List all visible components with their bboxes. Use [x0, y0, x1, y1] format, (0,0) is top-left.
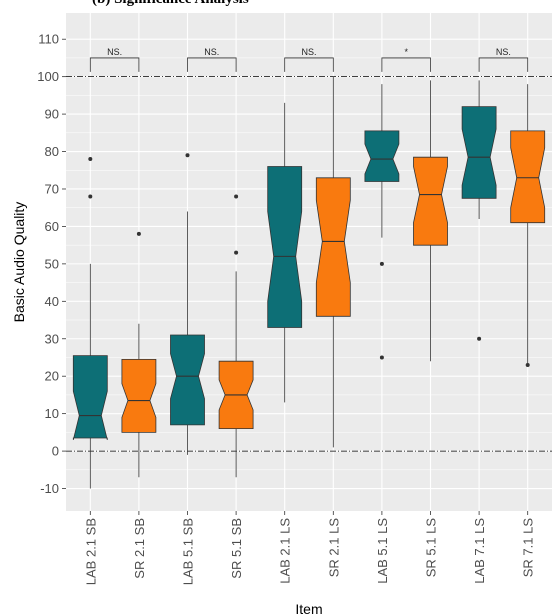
- y-tick-label: 0: [52, 444, 59, 459]
- figure-caption: (b) Significance Analysis: [92, 0, 249, 8]
- x-tick-label: LAB 2.1 LS: [278, 518, 293, 584]
- box-sr-2-1-ls: [315, 76, 351, 448]
- box-sr-5-1-sb: [218, 194, 254, 478]
- x-tick-label: LAB 2.1 SB: [83, 518, 98, 585]
- x-tick-label: SR 2.1 SB: [132, 518, 147, 579]
- box-body: [267, 166, 303, 328]
- y-tick-label: 10: [45, 406, 59, 421]
- y-tick-label: 90: [45, 107, 59, 122]
- box-sr-5-1-ls: [413, 80, 448, 362]
- box-lab-7-1-ls: [461, 80, 497, 341]
- outlier-point: [379, 355, 384, 360]
- significance-bracket: [284, 57, 334, 72]
- y-tick-label: 20: [45, 369, 59, 384]
- box-body: [413, 156, 448, 246]
- outlier-point: [136, 231, 141, 236]
- outlier-point: [185, 153, 190, 158]
- significance-bracket: [478, 57, 529, 72]
- x-tick-label: LAB 7.1 LS: [472, 518, 487, 584]
- y-tick-label: 50: [45, 256, 59, 271]
- x-tick-label: SR 2.1 LS: [326, 518, 341, 578]
- significance-bracket: [187, 57, 237, 72]
- outlier-point: [379, 261, 384, 266]
- box-lab-2-1-sb: [72, 157, 108, 489]
- box-body: [72, 355, 108, 440]
- box-body: [364, 130, 400, 182]
- significance-label: NS.: [107, 47, 122, 57]
- y-tick-label: 100: [37, 69, 59, 84]
- significance-layer: NS. NS. NS. * NS.: [89, 47, 529, 72]
- x-tick-label: LAB 5.1 LS: [375, 518, 390, 584]
- y-tick-label: 80: [45, 144, 59, 159]
- outlier-point: [88, 157, 93, 162]
- outlier-point: [477, 336, 482, 341]
- reference-lines: [66, 76, 552, 452]
- box-lab-5-1-sb: [170, 153, 205, 455]
- y-tick-label: 110: [38, 32, 59, 47]
- outlier-point: [88, 194, 93, 199]
- significance-label: *: [404, 47, 408, 57]
- box-body: [461, 106, 497, 199]
- significance-label: NS.: [204, 47, 219, 57]
- outlier-point: [234, 194, 239, 199]
- y-tick-label: -10: [40, 481, 59, 496]
- box-lab-5-1-ls: [364, 84, 400, 360]
- box-body: [121, 358, 157, 433]
- x-axis-title: Item: [295, 601, 322, 616]
- x-tick-label: SR 7.1 LS: [521, 518, 536, 578]
- y-tick-label: 70: [45, 181, 59, 196]
- significance-bracket: [89, 57, 140, 72]
- boxes-layer: [72, 76, 546, 489]
- y-tick-label: 60: [45, 219, 59, 234]
- significance-label: NS.: [301, 47, 316, 57]
- outlier-point: [234, 250, 239, 255]
- box-body: [510, 130, 546, 224]
- y-axis-title: Basic Audio Quality: [11, 202, 27, 323]
- x-tick-label: SR 5.1 SB: [229, 518, 244, 579]
- outlier-point: [525, 362, 530, 367]
- significance-bracket: [381, 57, 431, 72]
- x-tick-label: LAB 5.1 SB: [181, 518, 196, 585]
- box-sr-2-1-sb: [121, 231, 157, 478]
- box-lab-2-1-ls: [267, 102, 303, 403]
- significance-label: NS.: [496, 47, 511, 57]
- x-tick-label: SR 5.1 LS: [424, 518, 439, 578]
- y-tick-label: 30: [45, 331, 59, 346]
- box-body: [170, 334, 205, 426]
- x-axis-ticks: LAB 2.1 SB SR 2.1 SB LAB 5.1 SB SR 5.1 SB LA…: [83, 511, 536, 585]
- box-body: [315, 177, 351, 317]
- y-axis-ticks: -10 0 10 20 30 40 50 60 70 80 90 100 110: [37, 32, 66, 496]
- y-tick-label: 40: [45, 294, 59, 309]
- box-sr-7-1-ls: [510, 84, 546, 367]
